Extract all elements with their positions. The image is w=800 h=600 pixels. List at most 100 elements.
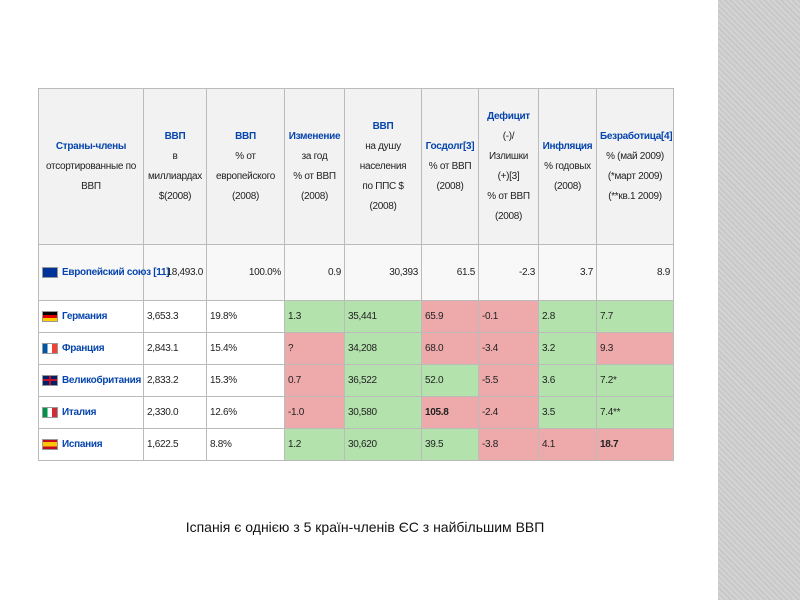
- cell: -1.0: [284, 396, 345, 429]
- cell: 2,843.1: [143, 332, 207, 365]
- cell: -5.5: [478, 364, 539, 397]
- header-line: $(2008): [158, 190, 192, 202]
- cell: -3.8: [478, 428, 539, 461]
- header-line: (2008): [300, 190, 329, 202]
- country-name[interactable]: Франция: [62, 343, 105, 355]
- cell: 1.2: [284, 428, 345, 461]
- cell: 4.1: [538, 428, 597, 461]
- header-line: (*март 2009): [607, 170, 663, 182]
- country-cell: Европейский союз [11]: [38, 244, 170, 301]
- cell: 12.6%: [206, 396, 285, 429]
- cell: 15.3%: [206, 364, 285, 397]
- column-header[interactable]: Страны-члены отсортированные по ВВП: [38, 88, 144, 245]
- cell: 36,522: [344, 364, 422, 397]
- cell: 3.5: [538, 396, 597, 429]
- header-line: ВВП: [164, 130, 186, 142]
- flag: [42, 266, 58, 278]
- cell: 30,393: [344, 244, 422, 301]
- cell: 105.8: [421, 396, 479, 429]
- cell: 65.9: [421, 300, 479, 333]
- cell: 1.3: [284, 300, 345, 333]
- cell: 2.8: [538, 300, 597, 333]
- cell: -0.1: [478, 300, 539, 333]
- header-line: % годовых: [544, 160, 591, 172]
- header-line: % от ВВП: [428, 160, 472, 172]
- gdp-table: Страны-члены отсортированные по ВВП ВВП в мил…: [38, 88, 674, 461]
- column-header[interactable]: Госдолг[3] % от ВВП (2008): [421, 88, 479, 245]
- cell: 3.6: [538, 364, 597, 397]
- flag: [42, 406, 58, 418]
- header-line: на душу: [365, 140, 401, 152]
- cell: 3.2: [538, 332, 597, 365]
- cell: 34,208: [344, 332, 422, 365]
- cell: 8.9: [596, 244, 674, 301]
- country-cell: Франция: [38, 332, 144, 365]
- country-row: Великобритания 2,833.2 15.3% 0.7 36,522 52.0-…: [38, 364, 674, 397]
- header-line: (**кв.1 2009): [608, 190, 662, 202]
- country-cell: Германия: [38, 300, 144, 333]
- column-header[interactable]: ВВП в миллиардах $(2008): [143, 88, 207, 245]
- country-row: Франция 2,843.1 15.4%? 34,208 68.0 -3.4 3.2 9.3: [38, 332, 674, 365]
- cell: 39.5: [421, 428, 479, 461]
- column-header[interactable]: Изменение за год % от ВВП (2008): [284, 88, 345, 245]
- column-header[interactable]: Дефицит (-)/ Излишки (+)[3] % от ВВП (2008): [478, 88, 539, 245]
- cell: -3.4: [478, 332, 539, 365]
- cell: -2.3: [478, 244, 539, 301]
- flag: [42, 310, 58, 322]
- cell: 7.2*: [596, 364, 674, 397]
- header-line: (-)/: [502, 130, 515, 142]
- header-line: Излишки: [489, 150, 528, 162]
- header-line: ВВП: [81, 180, 101, 192]
- cell: 7.7: [596, 300, 674, 333]
- country-row: Испания 1,622.5 8.8% 1.2 30,620 39.5 -3.8 4.1 18…: [38, 428, 674, 461]
- cell: 30,580: [344, 396, 422, 429]
- cell: 15.4%: [206, 332, 285, 365]
- header-line: (2008): [369, 200, 397, 212]
- cell: 19.8%: [206, 300, 285, 333]
- cell: 61.5: [421, 244, 479, 301]
- cell: 68.0: [421, 332, 479, 365]
- country-row: Италия 2,330.0 12.6% -1.0 30,580 105.8 -2.4 3.5…: [38, 396, 674, 429]
- header-line: (+)[3]: [497, 170, 520, 182]
- country-name[interactable]: Европейский союз [11]: [62, 267, 170, 279]
- column-header[interactable]: ВВП % от европейского (2008): [206, 88, 285, 245]
- column-header[interactable]: Безработица[4] % (май 2009) (*март 2009) (*…: [596, 88, 674, 245]
- column-header[interactable]: Инфляция % годовых (2008): [538, 88, 597, 245]
- cell: 7.4**: [596, 396, 674, 429]
- country-row: Германия 3,653.3 19.8% 1.3 35,441 65.9 -0.1 2.8…: [38, 300, 674, 333]
- cell: 52.0: [421, 364, 479, 397]
- country-name[interactable]: Италия: [62, 407, 97, 419]
- cell: 18.7: [596, 428, 674, 461]
- cell: 30,620: [344, 428, 422, 461]
- country-cell: Великобритания: [38, 364, 144, 397]
- decor-stripe: [718, 0, 800, 600]
- header-line: населения: [359, 160, 407, 172]
- header-line: Изменение: [288, 130, 341, 142]
- country-cell: Испания: [38, 428, 144, 461]
- cell: 1,622.5: [143, 428, 207, 461]
- cell: 0.9: [284, 244, 345, 301]
- header-line: (2008): [231, 190, 260, 202]
- country-cell: Италия: [38, 396, 144, 429]
- cell: 8.8%: [206, 428, 285, 461]
- country-name[interactable]: Испания: [62, 439, 103, 451]
- header-row: Страны-члены отсортированные по ВВП ВВП в мил…: [38, 88, 674, 245]
- header-line: Инфляция: [542, 140, 593, 152]
- header-line: % от ВВП: [293, 170, 336, 182]
- cell: 9.3: [596, 332, 674, 365]
- header-line: европейского: [216, 170, 275, 182]
- column-header[interactable]: ВВП на душу населения по ППС $ (2008): [344, 88, 422, 245]
- summary-row: Европейский союз [11] 18,493.0 100.0% 0.9 30…: [38, 244, 674, 301]
- header-line: (2008): [494, 210, 523, 222]
- country-name[interactable]: Германия: [62, 311, 108, 323]
- cell: 0.7: [284, 364, 345, 397]
- cell: -2.4: [478, 396, 539, 429]
- header-line: по ППС $: [362, 180, 404, 192]
- country-name[interactable]: Великобритания: [62, 375, 141, 387]
- header-line: (2008): [553, 180, 582, 192]
- table-body: Европейский союз [11] 18,493.0 100.0% 0.9 30…: [38, 244, 674, 461]
- cell: 18,493.0: [143, 244, 207, 301]
- cell: ?: [284, 332, 345, 365]
- header-line: Госдолг[3]: [425, 140, 475, 152]
